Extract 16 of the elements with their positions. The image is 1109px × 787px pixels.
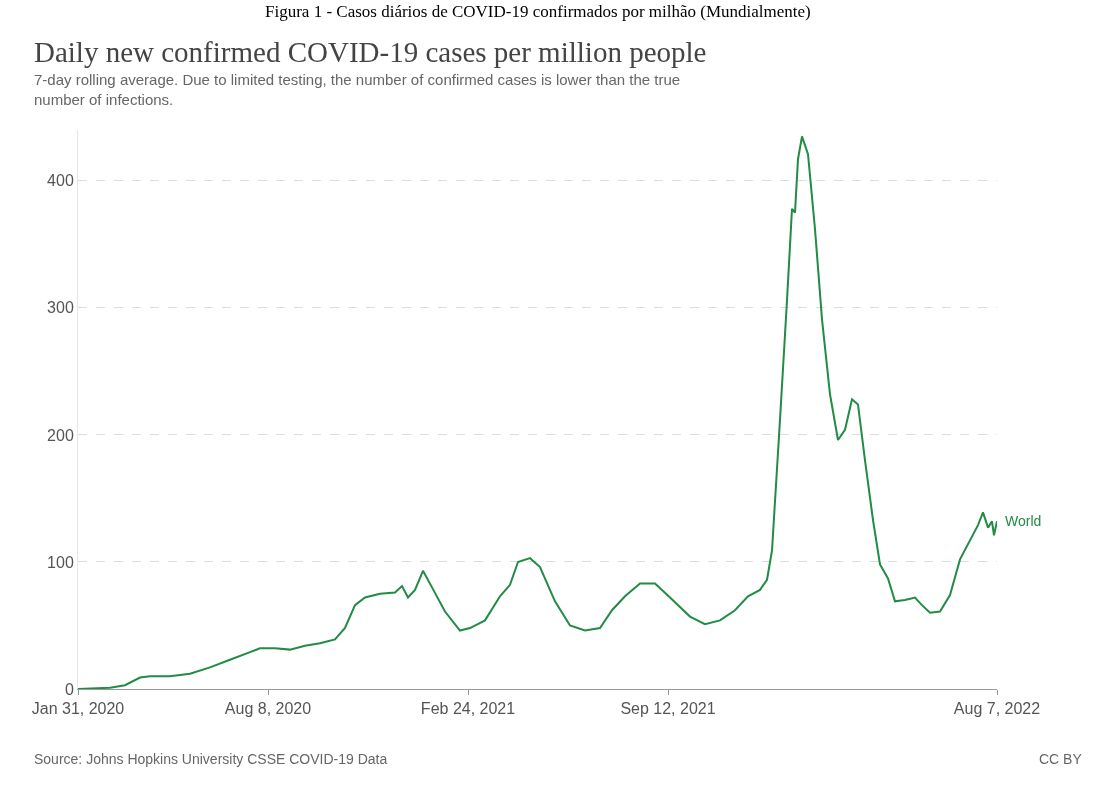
y-tick-label: 300 (47, 299, 74, 317)
x-tick-label: Feb 24, 2021 (420, 700, 516, 718)
chart-subtitle: 7-day rolling average. Due to limited testing, the number of confirmed cases is lower than the true number of infections. (34, 71, 681, 108)
chart-title: Daily new confirmed COVID-19 cases per million people (34, 36, 707, 68)
x-tick-label: Sep 12, 2021 (620, 700, 716, 718)
series-label: World (1005, 513, 1042, 529)
y-tick-label: 0 (64, 680, 74, 698)
text: Figura 1 - Casos diários de COVID-19 confirmados por milhão (Mundialmente) (265, 2, 811, 21)
x-tick-label: Jan 31, 2020 (31, 700, 125, 718)
source-note: Source: Johns Hopkins University CSSE COVID-19 Data (34, 751, 388, 767)
text: CC BY (1039, 751, 1083, 767)
y-tick-label: 200 (47, 426, 74, 444)
y-tick-label: 400 (47, 172, 74, 190)
x-tick-label: Aug 7, 2022 (953, 700, 1041, 718)
y-tick-label: 100 (47, 553, 74, 571)
x-tick-label: Aug 8, 2020 (224, 700, 312, 718)
